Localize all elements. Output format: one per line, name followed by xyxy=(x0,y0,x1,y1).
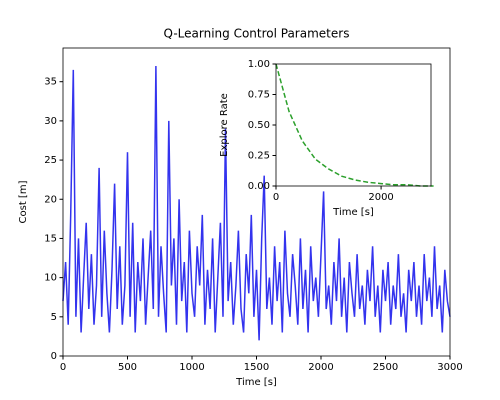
x-tick-label: 3000 xyxy=(437,362,462,373)
y-tick-label: 5 xyxy=(51,312,57,323)
y-tick-label: 25 xyxy=(44,155,57,166)
y-tick-label: 0.00 xyxy=(248,181,270,192)
y-tick-label: 0.50 xyxy=(248,120,270,131)
y-axis-label: Explore Rate xyxy=(219,93,230,157)
y-tick-label: 15 xyxy=(44,233,57,244)
x-tick-label: 2500 xyxy=(373,362,398,373)
y-tick-label: 20 xyxy=(44,194,57,205)
chart-title: Q-Learning Control Parameters xyxy=(164,27,350,41)
x-tick-label: 2000 xyxy=(308,362,333,373)
x-tick-label: 0 xyxy=(273,192,279,203)
y-tick-label: 1.00 xyxy=(248,59,270,70)
x-tick-label: 2000 xyxy=(368,192,393,203)
x-axis-label: Time [s] xyxy=(235,377,277,388)
x-tick-label: 1000 xyxy=(179,362,204,373)
line xyxy=(62,65,451,341)
x-tick-label: 0 xyxy=(60,362,66,373)
y-tick-label: 0.75 xyxy=(248,90,270,101)
x-tick-label: 1500 xyxy=(244,362,269,373)
y-tick-label: 10 xyxy=(44,273,57,284)
y-tick-label: 0 xyxy=(51,351,57,362)
inset-background xyxy=(276,64,431,186)
y-tick-label: 30 xyxy=(44,116,57,127)
x-tick-label: 500 xyxy=(118,362,137,373)
x-axis-label: Time [s] xyxy=(332,207,374,218)
y-tick-label: 35 xyxy=(44,77,57,88)
y-tick-label: 0.25 xyxy=(248,151,270,162)
y-axis-label: Cost [m] xyxy=(18,180,29,223)
